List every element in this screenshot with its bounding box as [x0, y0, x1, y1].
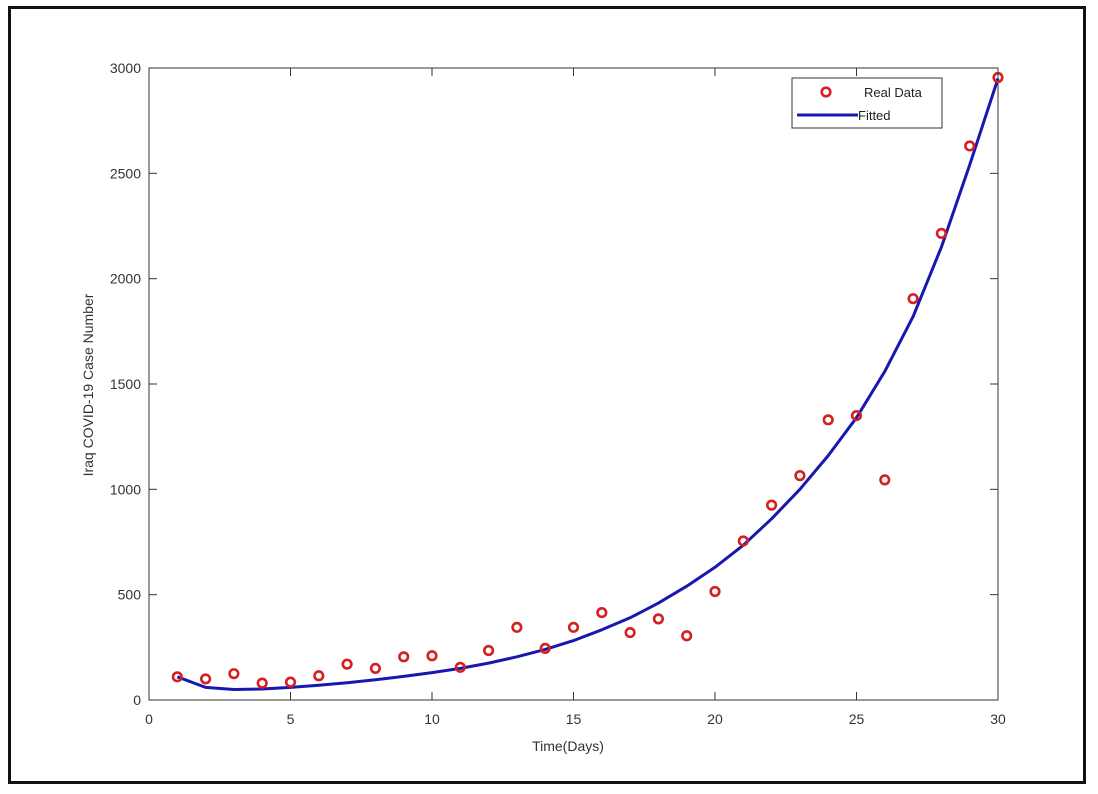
real-data-series	[171, 71, 1004, 689]
axes-box	[148, 67, 999, 701]
data-point	[313, 670, 325, 682]
data-point	[822, 414, 834, 426]
figure-frame	[8, 6, 1086, 784]
y-tick-label: 2000	[110, 271, 141, 287]
legend-label-real-data: Real Data	[864, 85, 923, 100]
y-axis-ticks: 0 500 1000 1500 2000 2500 3000	[110, 60, 998, 708]
data-point	[794, 470, 806, 482]
y-tick-label: 1000	[110, 481, 141, 497]
y-tick-label: 0	[133, 692, 141, 708]
data-point	[200, 673, 212, 685]
x-tick-label: 10	[424, 711, 440, 727]
data-point	[879, 474, 891, 486]
data-point	[681, 630, 693, 642]
data-point	[709, 585, 721, 598]
x-axis-ticks: 0 5 10 15 20 25 30	[145, 68, 1006, 727]
data-point	[511, 621, 523, 633]
data-point	[539, 642, 551, 654]
x-tick-label: 25	[849, 711, 865, 727]
data-point	[737, 535, 749, 547]
data-point	[567, 621, 580, 633]
x-tick-label: 20	[707, 711, 723, 727]
x-tick-label: 15	[566, 711, 582, 727]
x-tick-label: 0	[145, 711, 153, 727]
legend-marker-real-data	[820, 86, 832, 98]
y-tick-label: 2500	[110, 165, 141, 181]
data-point	[256, 677, 268, 689]
axes-frame	[148, 67, 999, 701]
data-point	[850, 410, 863, 422]
data-point	[964, 140, 976, 152]
x-axis-title: Time(Days)	[532, 738, 604, 754]
x-tick-label: 30	[990, 711, 1006, 727]
data-point	[171, 671, 183, 683]
y-tick-label: 500	[118, 587, 142, 603]
data-point	[596, 606, 608, 619]
data-point	[935, 227, 948, 239]
fitted-line	[176, 78, 1000, 691]
data-point	[907, 293, 919, 305]
x-tick-label: 5	[287, 711, 295, 727]
data-point	[652, 613, 665, 625]
data-point	[398, 651, 410, 663]
data-point	[341, 658, 353, 670]
y-tick-label: 1500	[110, 376, 141, 392]
legend: Real Data Fitted	[791, 77, 943, 129]
data-point	[369, 662, 382, 675]
y-axis-title: Iraq COVID-19 Case Number	[80, 293, 96, 476]
data-point	[426, 650, 438, 662]
fitted-series	[176, 78, 1000, 691]
data-point	[624, 626, 636, 639]
data-point	[483, 644, 495, 657]
data-point	[765, 499, 778, 511]
data-point	[284, 676, 297, 688]
legend-label-fitted: Fitted	[858, 108, 891, 123]
data-point	[228, 668, 240, 680]
y-tick-label: 3000	[110, 60, 141, 76]
legend-box	[791, 77, 943, 129]
data-point	[454, 661, 466, 673]
